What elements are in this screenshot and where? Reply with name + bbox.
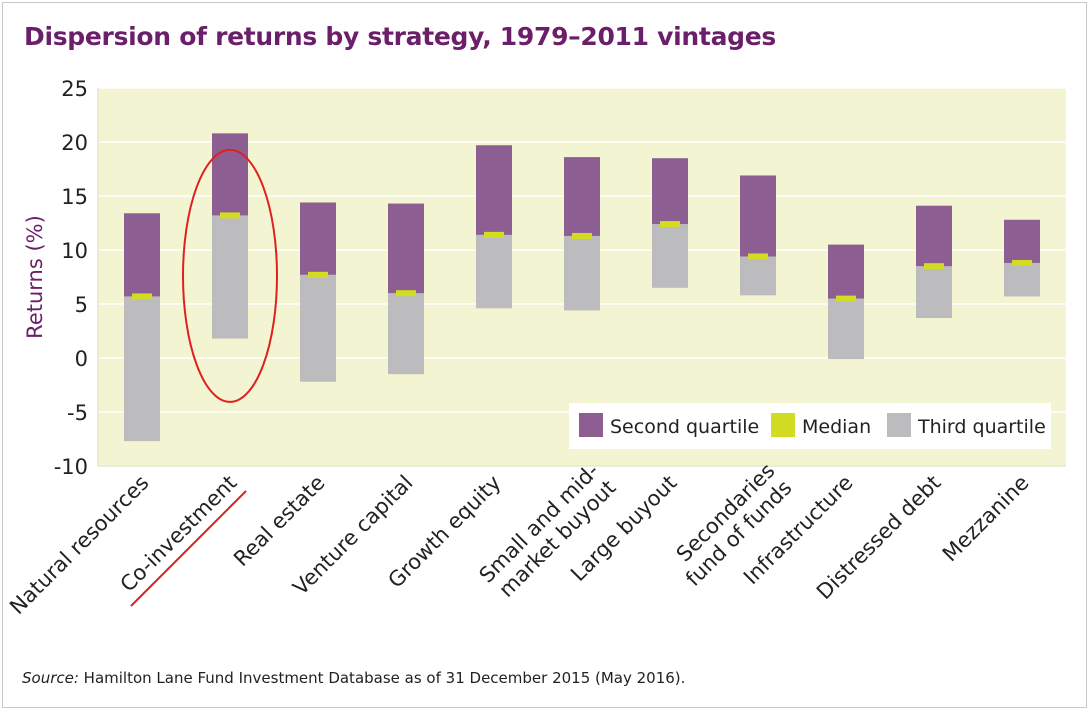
y-tick-label: 20 [61, 131, 88, 155]
x-tick-label: Secondariesfund of funds [664, 459, 796, 591]
legend-label: Second quartile [610, 416, 759, 438]
third-quartile-bar [740, 256, 776, 296]
median-marker [308, 271, 328, 278]
median-marker [660, 221, 680, 228]
median-marker [924, 263, 944, 270]
third-quartile-bar [564, 235, 600, 311]
y-tick-label: -10 [54, 455, 88, 479]
y-tick-label: 0 [75, 347, 88, 371]
y-tick-label: 25 [61, 77, 88, 101]
median-marker [572, 232, 592, 239]
third-quartile-bar [652, 224, 688, 288]
median-marker [484, 231, 504, 238]
third-quartile-bar [916, 266, 952, 319]
second-quartile-bar [476, 145, 512, 235]
third-quartile-bar [828, 298, 864, 360]
third-quartile-bar [388, 293, 424, 375]
median-marker [748, 253, 768, 260]
y-tick-label: 5 [75, 293, 88, 317]
y-tick-label: 15 [61, 185, 88, 209]
second-quartile-bar [740, 175, 776, 257]
third-quartile-bar [1004, 262, 1040, 297]
second-quartile-bar [1004, 219, 1040, 263]
highlight-underline [130, 490, 247, 607]
median-marker [1012, 259, 1032, 266]
second-quartile-bar [652, 158, 688, 225]
second-quartile-bar [212, 133, 248, 216]
x-tick-label-line: Mezzanine [938, 471, 1034, 567]
second-quartile-bar [388, 203, 424, 294]
second-quartile-bar [916, 205, 952, 267]
median-marker [220, 212, 240, 219]
third-quartile-bar [212, 215, 248, 339]
second-quartile-bar [124, 213, 160, 297]
highlight-ellipse [182, 148, 278, 403]
legend-swatch [579, 413, 603, 437]
x-tick-label: Natural resources [5, 471, 153, 619]
legend-label: Median [802, 416, 871, 438]
source-text: Hamilton Lane Fund Investment Database a… [78, 669, 686, 687]
third-quartile-bar [476, 234, 512, 309]
chart-title: Dispersion of returns by strategy, 1979–… [24, 22, 776, 51]
legend-swatch [771, 413, 795, 437]
median-marker [836, 295, 856, 302]
x-tick-label: Mezzanine [938, 471, 1034, 567]
legend-swatch [887, 413, 911, 437]
highlight-annotation [130, 148, 278, 607]
y-axis-label: Returns (%) [23, 215, 47, 339]
third-quartile-bar [300, 274, 336, 382]
legend-box [569, 403, 1051, 449]
median-marker [132, 293, 152, 300]
median-marker [396, 290, 416, 297]
x-tick-label-line: Natural resources [5, 471, 153, 619]
third-quartile-bar [124, 296, 160, 442]
second-quartile-bar [564, 157, 600, 236]
y-tick-label: 10 [61, 239, 88, 263]
second-quartile-bar [300, 202, 336, 275]
source-note: Source: Hamilton Lane Fund Investment Da… [22, 669, 685, 687]
second-quartile-bar [828, 244, 864, 299]
source-prefix: Source: [22, 669, 79, 687]
legend-label: Third quartile [917, 416, 1046, 438]
bars [124, 133, 1040, 442]
legend: Second quartile Median Third quartile [569, 403, 1051, 449]
y-tick-label: -5 [67, 401, 88, 425]
y-tick-labels: 25 20 15 10 5 0 -5 -10 [54, 77, 88, 479]
